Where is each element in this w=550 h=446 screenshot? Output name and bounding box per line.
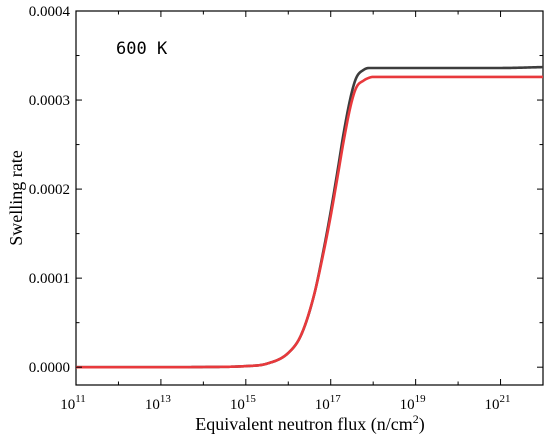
x-tick-label: 1021 [485, 393, 511, 413]
series-layer [76, 65, 544, 369]
x-axis: 1011 1013 1015 1017 1019 1021 [60, 11, 544, 413]
x-axis-label-main: Equivalent neutron flux (n/cm [195, 414, 412, 435]
temperature-annotation: 600 K [116, 39, 168, 59]
y-tick-label: 0.0001 [29, 271, 70, 287]
y-axis-label: Swelling rate [6, 150, 26, 245]
x-tick-label: 1015 [230, 393, 257, 413]
y-tick-label: 0.0000 [29, 360, 70, 376]
x-tick-label: 1017 [315, 393, 342, 413]
y-tick-label: 0.0003 [29, 93, 70, 109]
x-tick-label: 1019 [400, 393, 427, 413]
plot-area: 1011 1013 1015 1017 1019 1021 0.00000.00010.0… [29, 4, 544, 413]
y-tick-label: 0.0004 [29, 4, 71, 20]
plot-frame [75, 10, 544, 386]
x-axis-label: Equivalent neutron flux (n/cm2) [195, 412, 424, 435]
x-axis-label-tail: ) [419, 414, 425, 435]
y-tick-label: 0.0002 [29, 182, 70, 198]
x-axis-label-sup: 2 [413, 412, 419, 426]
y-axis: 0.0000 0.0001 0.0002 0.0003 0.0004 [29, 4, 543, 376]
x-tick-label: 1013 [145, 393, 172, 413]
x-tick-label: 1011 [60, 393, 86, 413]
series-line-2 [76, 75, 543, 369]
series-line-1 [76, 65, 544, 369]
